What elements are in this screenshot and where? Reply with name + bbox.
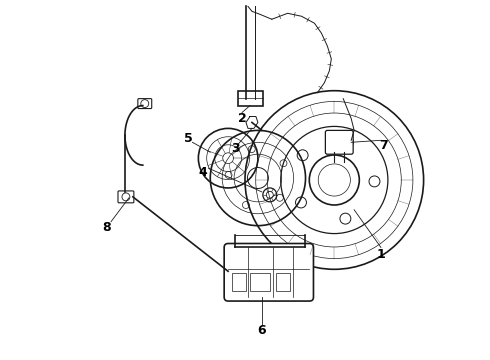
Bar bbox=[276, 273, 290, 291]
Bar bbox=[238, 91, 263, 105]
Text: 2: 2 bbox=[238, 112, 246, 125]
Text: 1: 1 bbox=[377, 248, 385, 261]
FancyBboxPatch shape bbox=[325, 130, 353, 154]
FancyBboxPatch shape bbox=[224, 243, 314, 301]
FancyBboxPatch shape bbox=[118, 191, 134, 203]
Text: 5: 5 bbox=[184, 132, 193, 145]
Text: 7: 7 bbox=[380, 139, 388, 152]
Bar bbox=[232, 273, 246, 291]
Bar bbox=[250, 273, 270, 291]
Text: 6: 6 bbox=[258, 324, 266, 337]
Text: 3: 3 bbox=[231, 142, 240, 155]
Polygon shape bbox=[246, 117, 258, 129]
Text: 8: 8 bbox=[102, 221, 110, 234]
FancyBboxPatch shape bbox=[138, 99, 152, 109]
Text: 4: 4 bbox=[198, 166, 207, 179]
